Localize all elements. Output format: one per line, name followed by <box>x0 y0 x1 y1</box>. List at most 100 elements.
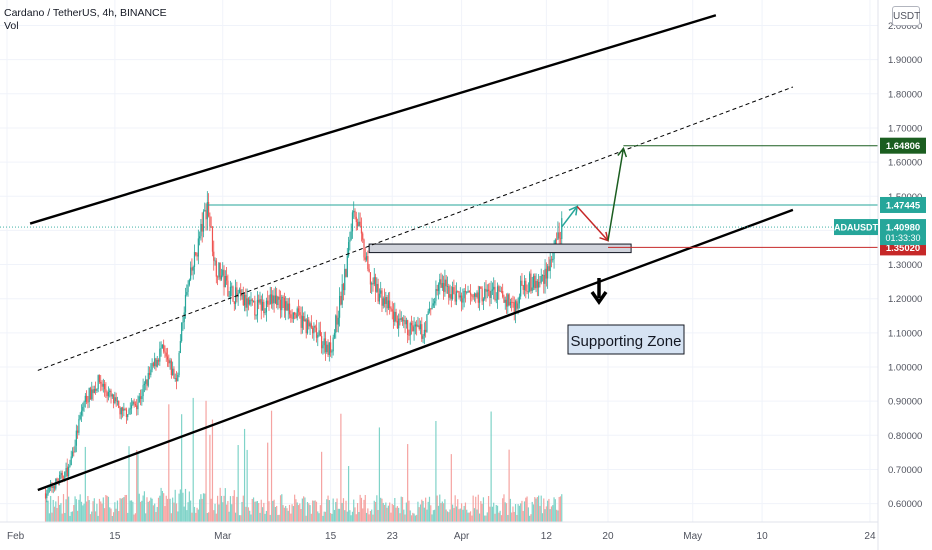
candle-body <box>202 211 205 232</box>
volume-bar <box>57 496 59 522</box>
candle-body <box>242 293 244 306</box>
candle-body <box>372 283 374 285</box>
candle-body <box>200 223 202 237</box>
candle-body <box>65 468 67 473</box>
candle-body <box>175 378 178 382</box>
chart-title: Cardano / TetherUS, 4h, BINANCE <box>4 7 167 19</box>
volume-bar <box>522 510 524 522</box>
volume-bar <box>225 504 228 522</box>
volume-bar <box>247 507 250 522</box>
volume-bar <box>545 506 547 522</box>
volume-bar <box>314 500 316 522</box>
resistance-price-label-bg <box>880 196 926 213</box>
candle-body <box>355 216 357 223</box>
volume-bar <box>463 505 465 522</box>
volume-bar <box>102 497 104 522</box>
volume-bar <box>46 500 48 522</box>
volume-bar <box>301 498 303 522</box>
volume-bar <box>335 502 337 522</box>
volume-bar <box>151 498 153 522</box>
candle-body <box>64 472 66 480</box>
candle-body <box>295 314 297 318</box>
volume-bar <box>105 494 107 522</box>
candle-body <box>337 317 339 325</box>
candle-body <box>300 314 302 328</box>
candle-body <box>145 379 147 384</box>
candle-body <box>268 304 270 306</box>
volume-bar <box>347 466 350 522</box>
candle-body <box>455 291 458 302</box>
y-tick-label: 1.90000 <box>888 55 922 66</box>
candle-body <box>503 296 505 303</box>
volume-bar <box>418 507 420 522</box>
breakdown-arrow-head <box>590 290 608 306</box>
volume-bar <box>376 495 378 522</box>
volume-bar <box>489 506 491 522</box>
candle-body <box>443 283 445 292</box>
volume-bar <box>491 506 494 522</box>
drawings: Supporting Zone <box>29 14 878 492</box>
volume-bar <box>195 512 197 522</box>
candle-body <box>205 210 207 220</box>
volume-bar <box>530 514 532 522</box>
volume-bar <box>332 498 334 522</box>
volume-bar <box>450 454 452 522</box>
candle-body <box>454 294 456 302</box>
candle-body <box>495 299 497 301</box>
candle-body <box>79 415 81 419</box>
volume-bar <box>453 507 455 522</box>
candle-body <box>214 260 216 262</box>
candle-body <box>278 296 280 300</box>
candle-body <box>529 273 531 292</box>
candle-body <box>540 275 542 283</box>
volume-bar <box>390 512 392 522</box>
candle-body <box>105 389 107 393</box>
volume-bar <box>324 511 327 522</box>
target-price-label-bg <box>880 137 926 154</box>
candle-body <box>396 320 398 329</box>
candle-body <box>137 402 139 410</box>
candle-body <box>59 474 61 482</box>
volume-bar <box>516 514 518 522</box>
volume-bar <box>346 511 348 522</box>
volume-bar <box>269 514 271 522</box>
volume-bar <box>279 495 282 522</box>
candle-body <box>557 232 559 240</box>
volume-bar <box>457 499 459 522</box>
volume-bar <box>154 503 156 522</box>
candle-body <box>400 318 402 320</box>
y-tick-label: 0.70000 <box>888 465 922 476</box>
candle-body <box>493 286 495 290</box>
volume-bar <box>152 505 154 522</box>
candle-body <box>277 296 279 306</box>
volume-bar <box>196 507 198 522</box>
volume-bar <box>435 420 437 522</box>
volume-bar <box>179 489 181 522</box>
candle-body <box>549 259 551 271</box>
candle-body <box>279 299 282 311</box>
volume-bar <box>238 515 241 522</box>
candle-body <box>240 289 242 297</box>
candle-body <box>252 300 255 302</box>
volume-bar <box>123 497 125 522</box>
volume-bar <box>436 495 438 522</box>
candle-body <box>53 486 56 489</box>
candle-body <box>109 390 111 393</box>
candle-body <box>428 308 431 312</box>
volume-bar <box>441 501 443 522</box>
candle-body <box>228 296 230 297</box>
candle-body <box>119 407 121 415</box>
candle-body <box>419 324 422 330</box>
volume-bar <box>270 410 273 522</box>
currency-badge[interactable]: USDT <box>892 6 920 26</box>
volume-bar <box>79 494 81 522</box>
candle-body <box>548 266 550 271</box>
volume-bar <box>495 504 497 522</box>
candle-body <box>368 268 370 273</box>
candle-body <box>423 329 425 336</box>
candle-body <box>507 294 509 307</box>
candle-body <box>385 297 387 304</box>
volume-bar <box>281 494 283 522</box>
candle-body <box>292 312 294 319</box>
